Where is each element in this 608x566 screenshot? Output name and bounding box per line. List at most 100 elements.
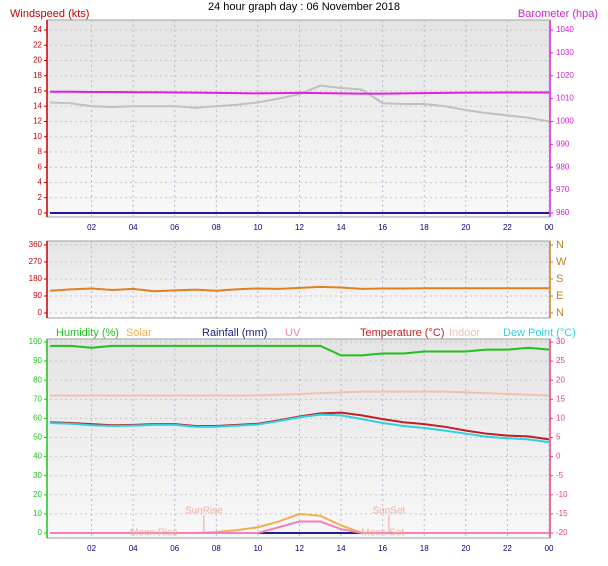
x-tick-label: 00 [545,223,554,232]
plot-area [46,240,551,319]
x-tick-label: 16 [378,223,387,232]
x-tick-label: 10 [253,223,262,232]
y2-tick-label: 1020 [556,71,574,80]
y2-tick-label: -15 [556,509,568,518]
x-tick-label: 06 [170,223,179,232]
y2-tick-label: S [556,273,563,285]
y2-tick-label: 970 [556,185,570,194]
x-tick-label: 10 [253,544,262,553]
y2-tick-label: 1010 [556,94,574,103]
y-tick-label: 14 [33,101,42,110]
y-tick-label: 360 [29,240,43,249]
legend-entry: Dew Point (°C) [503,327,576,339]
x-tick-label: 08 [212,544,221,553]
x-tick-label: 04 [129,223,138,232]
y2-tick-label: 25 [556,356,565,365]
series-line [50,520,549,534]
legend-entry: Rainfall (mm) [202,327,267,339]
x-tick-label: 00 [545,544,554,553]
series-line [50,90,549,95]
y-tick-label: 50 [33,433,42,442]
y2-tick-label: 1040 [556,25,574,34]
y-tick-label: 0 [38,208,43,217]
y2-tick-label: 990 [556,139,570,148]
annotation: Moon Rise [130,528,178,539]
y-axis-title: Windspeed (kts) [10,8,89,20]
y-tick-label: 18 [33,71,42,80]
title: 24 hour graph day : 06 November 2018 [208,1,400,13]
y2-tick-label: 1000 [556,117,574,126]
x-tick-label: 18 [420,544,429,553]
x-tick-label: 18 [420,223,429,232]
annotation: Moon Set [361,528,404,539]
plot-area [46,19,551,218]
y-tick-label: 180 [29,274,43,283]
y-tick-label: 10 [33,132,42,141]
x-tick-label: 14 [337,223,346,232]
y2-tick-label: 1030 [556,48,574,57]
x-tick-label: 20 [461,223,470,232]
x-tick-label: 16 [378,544,387,553]
series-line [50,344,550,357]
x-tick-label: 04 [129,544,138,553]
y-tick-label: 20 [33,56,42,65]
y-tick-label: 16 [33,86,42,95]
legend-entry: Solar [126,327,152,339]
y-tick-label: 2 [38,193,43,202]
y-tick-label: 6 [38,162,43,171]
legend-entry: UV [285,327,301,339]
y2-tick-label: E [556,290,563,302]
series-line [49,84,550,123]
x-tick-label: 06 [170,544,179,553]
y2-tick-label: -20 [556,528,568,537]
x-tick-label: 14 [337,544,346,553]
y-tick-label: 60 [33,414,42,423]
series-line [49,285,549,293]
y-tick-label: 90 [33,356,42,365]
y2-tick-label: 15 [556,394,565,403]
y2-tick-label: 10 [556,414,565,423]
y2-tick-label: -5 [556,471,564,480]
plot-area [46,338,551,539]
y-tick-label: 70 [33,394,42,403]
y2-tick-label: N [556,239,564,251]
y2-tick-label: W [556,256,567,268]
y-tick-label: 100 [29,337,43,346]
x-tick-label: 22 [503,223,512,232]
legend-entry: Temperature (°C) [360,327,444,339]
series-line [50,390,550,397]
y2-tick-label: 960 [556,208,570,217]
y-tick-label: 80 [33,375,42,384]
x-tick-label: 02 [87,223,96,232]
annotation: SunSet [372,506,405,517]
y2-tick-label: -10 [556,490,568,499]
y-tick-label: 12 [33,117,42,126]
x-tick-label: 22 [503,544,512,553]
y-tick-label: 4 [38,178,43,187]
y-tick-label: 8 [38,147,43,156]
y-tick-label: 0 [38,308,43,317]
y-tick-label: 40 [33,452,42,461]
y2-tick-label: 980 [556,162,570,171]
y-tick-label: 0 [38,528,43,537]
y2-tick-label: 30 [556,337,565,346]
y-tick-label: 90 [33,291,42,300]
x-tick-label: 20 [461,544,470,553]
x-tick-label: 12 [295,223,304,232]
y2-tick-label: 0 [556,452,561,461]
y-tick-label: 270 [29,257,43,266]
annotation: SunRise [185,506,223,517]
y2-tick-label: 5 [556,433,561,442]
y-tick-label: 30 [33,471,42,480]
legend-entry: Indoor [449,327,481,339]
y-tick-label: 24 [33,25,42,34]
x-tick-label: 12 [295,544,304,553]
x-tick-label: 08 [212,223,221,232]
series-line [49,413,550,444]
y2-axis-title: Barometer (hpa) [518,8,598,20]
y2-tick-label: N [556,307,564,319]
y-tick-label: 22 [33,40,42,49]
legend-entry: Humidity (%) [56,327,119,339]
y2-tick-label: 20 [556,375,565,384]
